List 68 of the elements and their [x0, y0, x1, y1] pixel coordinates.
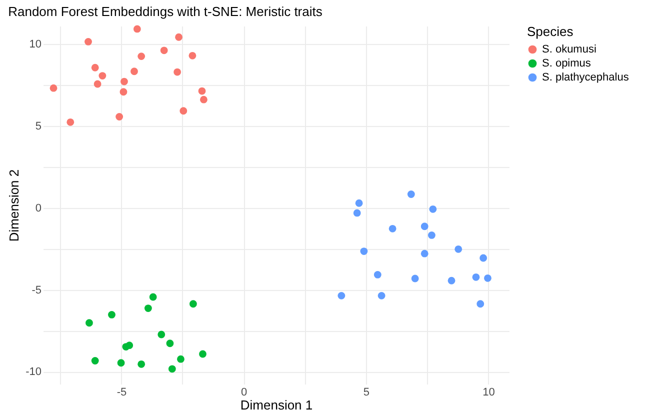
- point: [484, 274, 492, 282]
- point: [120, 78, 128, 86]
- point: [476, 300, 484, 308]
- point: [448, 276, 456, 284]
- point: [138, 52, 146, 60]
- point: [168, 365, 176, 373]
- point: [117, 359, 125, 367]
- point: [166, 340, 174, 348]
- point: [122, 343, 130, 351]
- point: [50, 84, 58, 92]
- point: [198, 87, 206, 95]
- x-tick-label: 0: [241, 386, 248, 398]
- x-tick-label: 5: [363, 386, 370, 398]
- point: [91, 357, 99, 364]
- point: [429, 205, 437, 213]
- y-tick-label: -10: [26, 366, 42, 378]
- point: [86, 319, 93, 327]
- point: [116, 113, 124, 120]
- point: [180, 107, 188, 115]
- point: [174, 68, 182, 76]
- point: [388, 224, 396, 232]
- point: [411, 274, 419, 282]
- x-tick-label: 10: [482, 386, 495, 398]
- point: [160, 46, 168, 54]
- x-tick-label: -5: [116, 386, 127, 398]
- y-axis-title: Dimension 2: [6, 169, 22, 242]
- point: [420, 222, 428, 230]
- point: [374, 271, 382, 278]
- point: [378, 292, 386, 300]
- point: [189, 300, 197, 308]
- point: [120, 88, 128, 96]
- point: [98, 72, 106, 80]
- point: [454, 245, 462, 253]
- point: [133, 25, 141, 33]
- point: [130, 68, 138, 76]
- y-tick-label: 5: [35, 120, 42, 132]
- point: [360, 248, 368, 255]
- point: [472, 273, 480, 281]
- legend-label: S. okumusi: [542, 44, 596, 56]
- point: [420, 250, 428, 258]
- x-axis-title: Dimension 1: [240, 398, 313, 412]
- point: [200, 96, 208, 104]
- y-tick-label: 0: [35, 202, 42, 214]
- point: [480, 254, 488, 262]
- point: [149, 293, 157, 301]
- legend-label: S. opimus: [542, 58, 592, 70]
- point: [177, 355, 184, 363]
- point: [175, 33, 182, 41]
- point: [84, 38, 92, 46]
- y-tick-label: -5: [32, 284, 42, 296]
- chart-title: Random Forest Embeddings with t-SNE: Meristic traits: [8, 4, 323, 20]
- legend-title: Species: [527, 24, 574, 39]
- point: [138, 360, 146, 368]
- point: [199, 350, 206, 358]
- point: [144, 304, 152, 312]
- point: [94, 80, 102, 88]
- point: [428, 232, 436, 239]
- point: [355, 199, 363, 207]
- point: [91, 64, 99, 72]
- point: [353, 209, 361, 217]
- legend-label: S. plathycephalus: [542, 72, 630, 84]
- y-tick-label: 10: [29, 38, 42, 51]
- point: [108, 310, 116, 318]
- point: [407, 190, 415, 198]
- point: [66, 118, 74, 126]
- point: [158, 330, 166, 338]
- point: [188, 52, 196, 60]
- point: [338, 292, 346, 300]
